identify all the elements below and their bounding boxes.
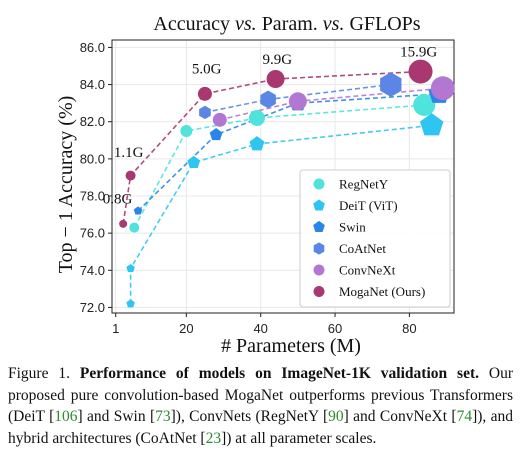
y-axis-title: Top − 1 Accuracy (%) (55, 96, 77, 274)
x-axis-title: # Parameters (M) (221, 335, 361, 357)
caption-body-2: ] and Swin [ (77, 408, 156, 425)
data-point-series-2 (209, 127, 223, 141)
legend-marker-0 (313, 178, 325, 190)
flops-annotation: 0.8G (103, 191, 133, 207)
data-point-series-3 (199, 105, 211, 120)
y-tick-label: 82.0 (80, 114, 105, 129)
x-tick-label: 1 (112, 321, 119, 336)
y-tick-label: 84.0 (80, 77, 105, 92)
flops-annotation: 9.9G (263, 52, 293, 68)
legend-marker-4 (313, 264, 325, 276)
caption-body-3: ]), ConvNets (RegNetY [ (170, 408, 329, 425)
y-tick-label: 72.0 (80, 300, 105, 315)
x-tick-label: 20 (179, 321, 193, 336)
legend-marker-2 (313, 220, 325, 232)
data-point-series-3 (380, 72, 402, 97)
legend-marker-5 (313, 286, 325, 297)
data-point-series-4 (288, 92, 307, 111)
legend-label-0: RegNetY (339, 177, 389, 192)
data-point-series-5 (197, 86, 212, 101)
legend-label-1: DeiT (ViT) (339, 198, 398, 213)
legend-box (299, 169, 451, 308)
caption-body-5: ]), and hybrid architectures (CoAtNet [ (8, 408, 513, 447)
caption-label: Figure 1. (8, 365, 70, 382)
chart-title-part: Accuracy (153, 13, 235, 35)
y-tick-label: 80.0 (80, 151, 105, 166)
plot-frame (111, 39, 455, 314)
citation-convnext[interactable]: 74 (456, 408, 473, 425)
flops-annotation: 15.9G (400, 45, 437, 61)
chart-title-part: Param. (257, 13, 323, 35)
data-point-series-0 (413, 94, 436, 116)
chart-title: Accuracy vs. Param. vs. GFLOPs (153, 13, 420, 35)
data-point-series-2 (133, 206, 143, 215)
y-tick-label: 74.0 (80, 263, 105, 278)
data-point-series-1 (187, 155, 201, 169)
chart-title-part: vs. (235, 13, 257, 35)
caption-body-4: ] and ConvNeXt [ (343, 408, 457, 425)
y-tick-label: 76.0 (80, 226, 105, 241)
y-tick-label: 78.0 (80, 189, 105, 204)
x-tick-label: 80 (402, 321, 416, 336)
chart-title-part: vs. (323, 13, 345, 35)
data-point-series-5 (408, 59, 433, 84)
data-point-series-1 (126, 299, 135, 308)
caption-body-6: ]) at all parameter scales. (221, 429, 377, 447)
data-point-series-0 (248, 110, 265, 126)
caption-body-1: Our proposed pure convolution-based Moga… (8, 365, 513, 425)
citation-coatnet[interactable]: 23 (205, 429, 222, 447)
data-point-series-1 (126, 263, 135, 273)
chart-svg: 1 20 40 60 80 72.0 74.0 76.0 78.0 80.0 82.0 84.0 86.… (55, 13, 455, 357)
caption-title: Performance of models on ImageNet-1K val… (79, 365, 479, 382)
citation-regnet[interactable]: 90 (328, 408, 344, 425)
series-line-5 (122, 70, 421, 224)
data-point-series-5 (266, 70, 285, 88)
data-point-series-4 (212, 112, 227, 127)
chart: 1 20 40 60 80 72.0 74.0 76.0 78.0 80.0 82.0 84.0 86.… (55, 13, 455, 357)
legend-label-3: CoAtNet (339, 241, 386, 256)
data-point-series-5 (125, 170, 136, 181)
legend-marker-1 (313, 199, 325, 211)
data-point-series-4 (430, 76, 455, 101)
citation-swin[interactable]: 73 (155, 408, 171, 425)
data-point-series-0 (180, 125, 193, 137)
y-tick-label: 86.0 (80, 40, 105, 55)
chart-title-part: GFLOPs (344, 13, 420, 35)
data-point-series-1 (419, 113, 444, 136)
legend-label-4: ConvNeXt (339, 263, 396, 278)
flops-annotation: 1.1G (114, 145, 144, 161)
flops-annotation: 5.0G (192, 61, 222, 77)
legend-label-5: MogaNet (Ours) (339, 284, 425, 299)
citation-deit[interactable]: 106 (54, 408, 78, 425)
x-tick-label: 60 (328, 321, 342, 336)
data-point-series-0 (129, 222, 140, 233)
figure-caption: Figure 1. Performance of models on Image… (8, 363, 513, 449)
series-line-1 (129, 124, 432, 304)
data-point-series-3 (260, 90, 276, 109)
legend-marker-3 (313, 242, 325, 255)
legend-label-2: Swin (339, 220, 366, 235)
data-point-series-5 (119, 219, 128, 228)
x-tick-label: 40 (253, 321, 267, 336)
data-point-series-1 (249, 136, 265, 151)
